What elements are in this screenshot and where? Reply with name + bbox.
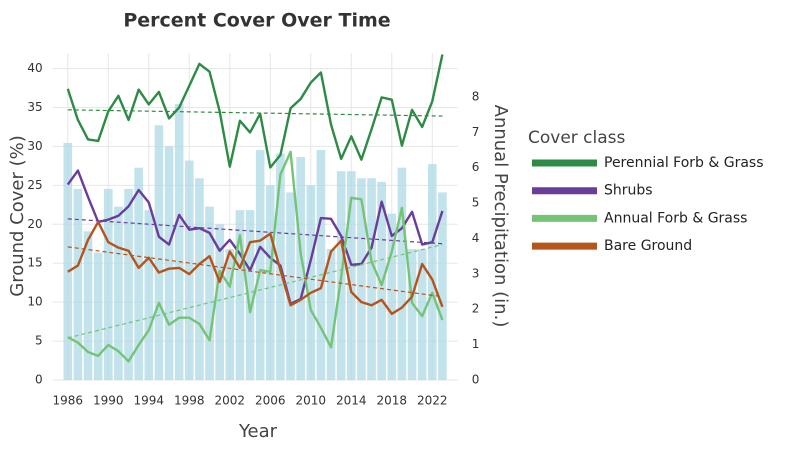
y2-tick-label: 0 (472, 373, 480, 387)
precipitation-bar (154, 125, 164, 381)
precipitation-bar (346, 171, 356, 380)
y2-tick-label: 2 (472, 302, 480, 316)
precipitation-bar (245, 210, 255, 380)
x-axis-title: Year (238, 421, 278, 442)
y-tick-label: 25 (27, 178, 42, 192)
series-line (67, 150, 444, 363)
y-axis-title: Ground Cover (%) (7, 135, 28, 297)
y2-tick-label: 5 (472, 196, 480, 210)
x-tick-label: 2014 (336, 394, 367, 408)
x-tick-label: 2006 (255, 394, 286, 408)
y2-tick-label: 4 (472, 231, 480, 245)
legend-label: Perennial Forb & Grass (604, 155, 764, 171)
y-tick-label: 20 (27, 217, 42, 231)
y2-tick-label: 3 (472, 266, 480, 280)
y-tick-label: 0 (35, 373, 43, 387)
y2-tick-label: 6 (472, 160, 480, 174)
series-line (66, 169, 444, 305)
precipitation-bar (83, 231, 93, 380)
x-tick-label: 2022 (417, 394, 448, 408)
y2-axis-title: Annual Precipitation (in.) (490, 105, 511, 328)
y2-tick-label: 8 (472, 89, 480, 103)
y-tick-label: 10 (27, 295, 42, 309)
precipitation-bar (73, 188, 83, 380)
x-tick-label: 2010 (296, 394, 327, 408)
x-tick-label: 2018 (377, 394, 408, 408)
precipitation-bar (103, 188, 113, 380)
precipitation-bar (367, 178, 376, 380)
precipitation-bar (255, 149, 265, 380)
legend-title: Cover class (528, 128, 626, 148)
y2-tick-label: 7 (472, 125, 480, 139)
precipitation-bar (134, 167, 143, 380)
x-tick-label: 1994 (134, 394, 165, 408)
y-tick-label: 15 (27, 256, 42, 270)
legend-label: Bare Ground (604, 238, 692, 254)
trend-line (67, 243, 443, 339)
precipitation-bar (387, 213, 397, 380)
y-tick-label: 35 (27, 100, 42, 114)
precipitation-bar (93, 252, 103, 380)
precipitation-bar (215, 224, 224, 380)
precipitation-bar (184, 160, 194, 380)
precipitation-bar (397, 167, 407, 380)
precipitation-bar (195, 178, 204, 380)
x-tick-label: 1990 (93, 394, 124, 408)
precipitation-bar (427, 164, 437, 380)
precipitation-bar (174, 103, 184, 381)
precipitation-bar (306, 185, 316, 380)
series-line (67, 220, 444, 316)
precipitation-bar (164, 146, 174, 380)
precipitation-bar (316, 149, 326, 380)
legend-label: Shrubs (604, 183, 653, 199)
precipitation-bar (265, 185, 275, 380)
precipitation-bar (286, 192, 295, 380)
precipitation-bar (225, 249, 235, 380)
precipitation-bar (357, 178, 366, 380)
precipitation-bar (438, 192, 447, 380)
x-tick-label: 1998 (174, 394, 205, 408)
precipitation-bar (296, 157, 305, 380)
precipitation-bar (114, 206, 123, 380)
y-tick-label: 30 (27, 139, 42, 153)
x-tick-label: 2002 (215, 394, 246, 408)
precipitation-bar (407, 249, 417, 380)
x-tick-label: 1986 (53, 394, 84, 408)
legend-label: Annual Forb & Grass (604, 210, 747, 226)
y-tick-label: 5 (35, 334, 43, 348)
precipitation-bar (205, 206, 214, 380)
precipitation-bar (124, 188, 133, 380)
y2-tick-label: 1 (472, 337, 480, 351)
y-tick-label: 40 (27, 61, 42, 75)
series-line (66, 54, 444, 169)
precipitation-bar (63, 142, 73, 380)
precipitation-bar (144, 210, 154, 380)
precipitation-bar (326, 249, 336, 380)
chart-title: Percent Cover Over Time (123, 10, 390, 32)
